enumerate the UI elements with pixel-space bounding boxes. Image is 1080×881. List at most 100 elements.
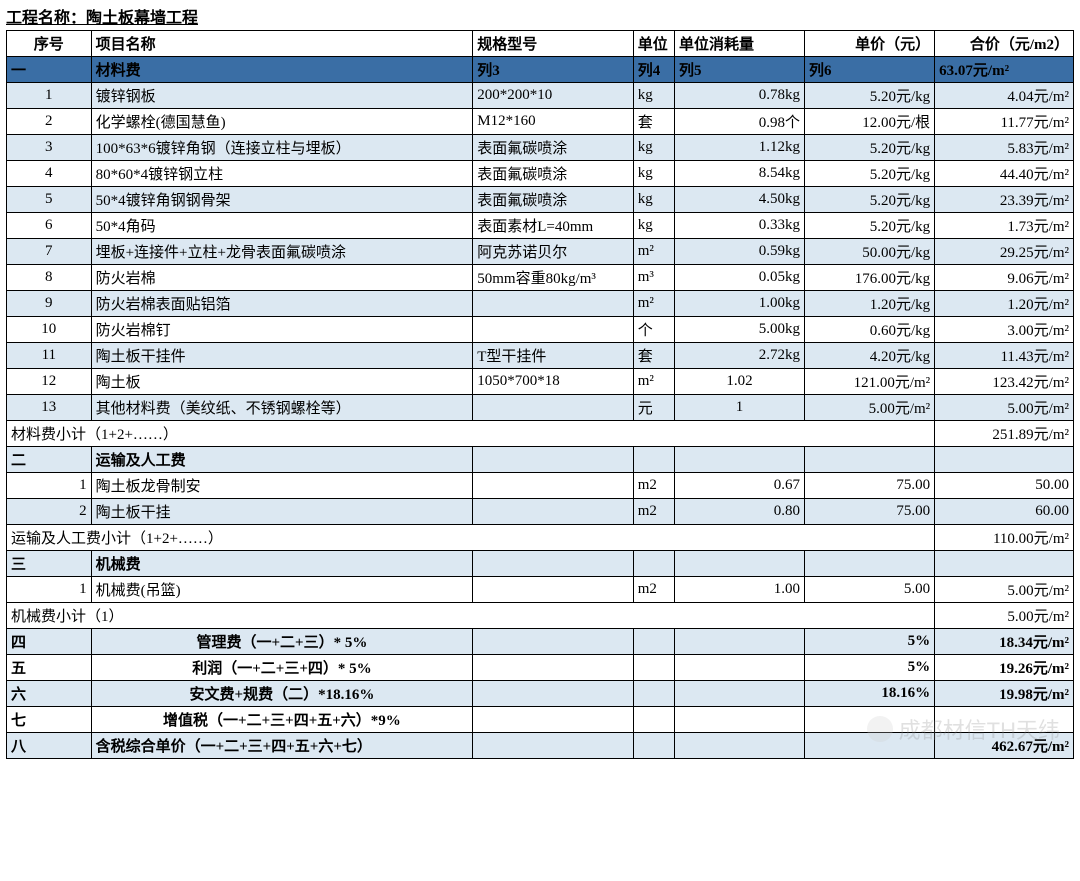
table-row: 11陶土板干挂件T型干挂件套2.72kg4.20元/kg11.43元/m² xyxy=(7,343,1074,369)
cell: 陶土板干挂 xyxy=(91,499,473,525)
cell: m² xyxy=(633,291,674,317)
cell xyxy=(633,655,674,681)
cell: 2 xyxy=(7,499,92,525)
cell: 5.20元/kg xyxy=(805,187,935,213)
cell: 其他材料费（美纹纸、不锈钢螺栓等） xyxy=(91,395,473,421)
cell: kg xyxy=(633,161,674,187)
cell: 6 xyxy=(7,213,92,239)
table-row: 1机械费(吊篮)m21.005.005.00元/m² xyxy=(7,577,1074,603)
cell xyxy=(473,551,633,577)
cell xyxy=(935,551,1074,577)
cell: 1.20元/kg xyxy=(805,291,935,317)
cell: 5.20元/kg xyxy=(805,161,935,187)
h-spec: 规格型号 xyxy=(473,31,633,57)
table-row: 7埋板+连接件+立柱+龙骨表面氟碳喷涂阿克苏诺贝尔m²0.59kg50.00元/… xyxy=(7,239,1074,265)
table-row: 二运输及人工费 xyxy=(7,447,1074,473)
cell: kg xyxy=(633,83,674,109)
cell xyxy=(674,629,804,655)
cell xyxy=(674,681,804,707)
cell xyxy=(473,577,633,603)
cell: 化学螺栓(德国慧鱼) xyxy=(91,109,473,135)
cell xyxy=(473,291,633,317)
cell: 123.42元/m² xyxy=(935,369,1074,395)
cell: 1.00kg xyxy=(674,291,804,317)
cell: 4.50kg xyxy=(674,187,804,213)
table-row: 材料费小计（1+2+……）251.89元/m² xyxy=(7,421,1074,447)
table-row: 12陶土板1050*700*18m²1.02121.00元/m²123.42元/… xyxy=(7,369,1074,395)
cell: 100*63*6镀锌角钢（连接立柱与埋板） xyxy=(91,135,473,161)
cell: 1.00 xyxy=(674,577,804,603)
h-price: 单价（元） xyxy=(805,31,935,57)
cell: 防火岩棉 xyxy=(91,265,473,291)
table-row: 9防火岩棉表面贴铝箔m²1.00kg1.20元/kg1.20元/m² xyxy=(7,291,1074,317)
cell: 材料费 xyxy=(91,57,473,83)
cell: 0.80 xyxy=(674,499,804,525)
subtotal-label: 材料费小计（1+2+……） xyxy=(7,421,935,447)
subtotal-value: 251.89元/m² xyxy=(935,421,1074,447)
h-name: 项目名称 xyxy=(91,31,473,57)
header-row: 序号 项目名称 规格型号 单位 单位消耗量 单价（元） 合价（元/m2） xyxy=(7,31,1074,57)
cell: 1.02 xyxy=(674,369,804,395)
subtotal-label: 运输及人工费小计（1+2+……） xyxy=(7,525,935,551)
cell: 五 xyxy=(7,655,92,681)
cell: 埋板+连接件+立柱+龙骨表面氟碳喷涂 xyxy=(91,239,473,265)
cell: 60.00 xyxy=(935,499,1074,525)
cell: 2.72kg xyxy=(674,343,804,369)
cell: 0.67 xyxy=(674,473,804,499)
cell xyxy=(633,681,674,707)
cell: 11.43元/m² xyxy=(935,343,1074,369)
cell: 四 xyxy=(7,629,92,655)
cell: 阿克苏诺贝尔 xyxy=(473,239,633,265)
table-row: 运输及人工费小计（1+2+……）110.00元/m² xyxy=(7,525,1074,551)
cell: 5% xyxy=(805,655,935,681)
cell: 0.60元/kg xyxy=(805,317,935,343)
subtotal-value: 110.00元/m² xyxy=(935,525,1074,551)
cell: 七 xyxy=(7,707,92,733)
table-row: 2化学螺栓(德国慧鱼)M12*160套0.98个12.00元/根11.77元/m… xyxy=(7,109,1074,135)
cell: 0.78kg xyxy=(674,83,804,109)
cell: 个 xyxy=(633,317,674,343)
cell: 三 xyxy=(7,551,92,577)
cell: 防火岩棉钉 xyxy=(91,317,473,343)
cell: 5.00kg xyxy=(674,317,804,343)
cell: 表面氟碳喷涂 xyxy=(473,135,633,161)
table-row: 8防火岩棉50mm容重80kg/m³m³0.05kg176.00元/kg9.06… xyxy=(7,265,1074,291)
cell xyxy=(473,681,633,707)
cell xyxy=(935,447,1074,473)
project-title: 工程名称：陶土板幕墙工程 xyxy=(6,4,1074,28)
cell: 75.00 xyxy=(805,473,935,499)
cell: 列4 xyxy=(633,57,674,83)
table-row: 3100*63*6镀锌角钢（连接立柱与埋板）表面氟碳喷涂kg1.12kg5.20… xyxy=(7,135,1074,161)
cell xyxy=(473,447,633,473)
subtotal-value: 5.00元/m² xyxy=(935,603,1074,629)
subtotal-label: 机械费小计（1） xyxy=(7,603,935,629)
table-row: 五利润（一+二+三+四）* 5%5%19.26元/m² xyxy=(7,655,1074,681)
cell: 11.77元/m² xyxy=(935,109,1074,135)
cell: 列5 xyxy=(674,57,804,83)
cell: T型干挂件 xyxy=(473,343,633,369)
cell: 4.20元/kg xyxy=(805,343,935,369)
cell: 2 xyxy=(7,109,92,135)
cell: 防火岩棉表面贴铝箔 xyxy=(91,291,473,317)
cell: 1 xyxy=(7,577,92,603)
cell xyxy=(473,317,633,343)
cell: 陶土板龙骨制安 xyxy=(91,473,473,499)
cell: 11 xyxy=(7,343,92,369)
cell xyxy=(473,733,633,759)
cell: 镀锌钢板 xyxy=(91,83,473,109)
cell: 19.98元/m² xyxy=(935,681,1074,707)
cell: 增值税（一+二+三+四+五+六）*9% xyxy=(91,707,473,733)
table-row: 1镀锌钢板200*200*10kg0.78kg5.20元/kg4.04元/m² xyxy=(7,83,1074,109)
cell: 10 xyxy=(7,317,92,343)
cell: 50*4镀锌角钢钢骨架 xyxy=(91,187,473,213)
cell: 安文费+规费（二）*18.16% xyxy=(91,681,473,707)
wechat-icon xyxy=(867,716,893,742)
cell: 18.34元/m² xyxy=(935,629,1074,655)
cell: 75.00 xyxy=(805,499,935,525)
cell xyxy=(633,551,674,577)
cell xyxy=(674,551,804,577)
cell: 63.07元/m² xyxy=(935,57,1074,83)
cell: 5.00 xyxy=(805,577,935,603)
cell: 1050*700*18 xyxy=(473,369,633,395)
cell xyxy=(473,499,633,525)
